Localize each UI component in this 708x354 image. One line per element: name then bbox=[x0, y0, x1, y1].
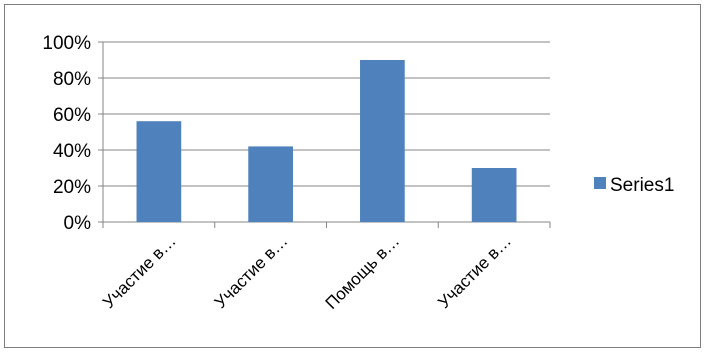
y-tick-label: 100% bbox=[42, 33, 91, 54]
y-tick-labels: 0% 20% 40% 60% 80% 100% bbox=[42, 33, 91, 234]
chart-area bbox=[4, 4, 701, 348]
x-tick-labels: Участие в… Участие в… Помощь в… Участие в… bbox=[99, 231, 515, 313]
legend-label-series1: Series1 bbox=[610, 175, 674, 196]
legend: Series1 bbox=[594, 175, 674, 196]
y-tick-label: 80% bbox=[53, 69, 91, 90]
x-tick-label: Участие в… bbox=[211, 231, 292, 312]
legend-swatch-series1 bbox=[594, 177, 606, 189]
bar bbox=[360, 60, 405, 222]
bar bbox=[136, 121, 182, 222]
y-tick-label: 60% bbox=[53, 105, 91, 126]
x-tick-label: Участие в… bbox=[434, 231, 515, 312]
y-tick-label: 20% bbox=[53, 177, 91, 198]
bars bbox=[136, 60, 517, 222]
bar bbox=[248, 146, 293, 222]
y-tick-label: 40% bbox=[53, 141, 91, 162]
x-tick-label: Помощь в… bbox=[322, 231, 404, 313]
bar bbox=[471, 168, 517, 222]
x-tick-label: Участие в… bbox=[99, 231, 180, 312]
y-tick-label: 0% bbox=[64, 213, 92, 234]
